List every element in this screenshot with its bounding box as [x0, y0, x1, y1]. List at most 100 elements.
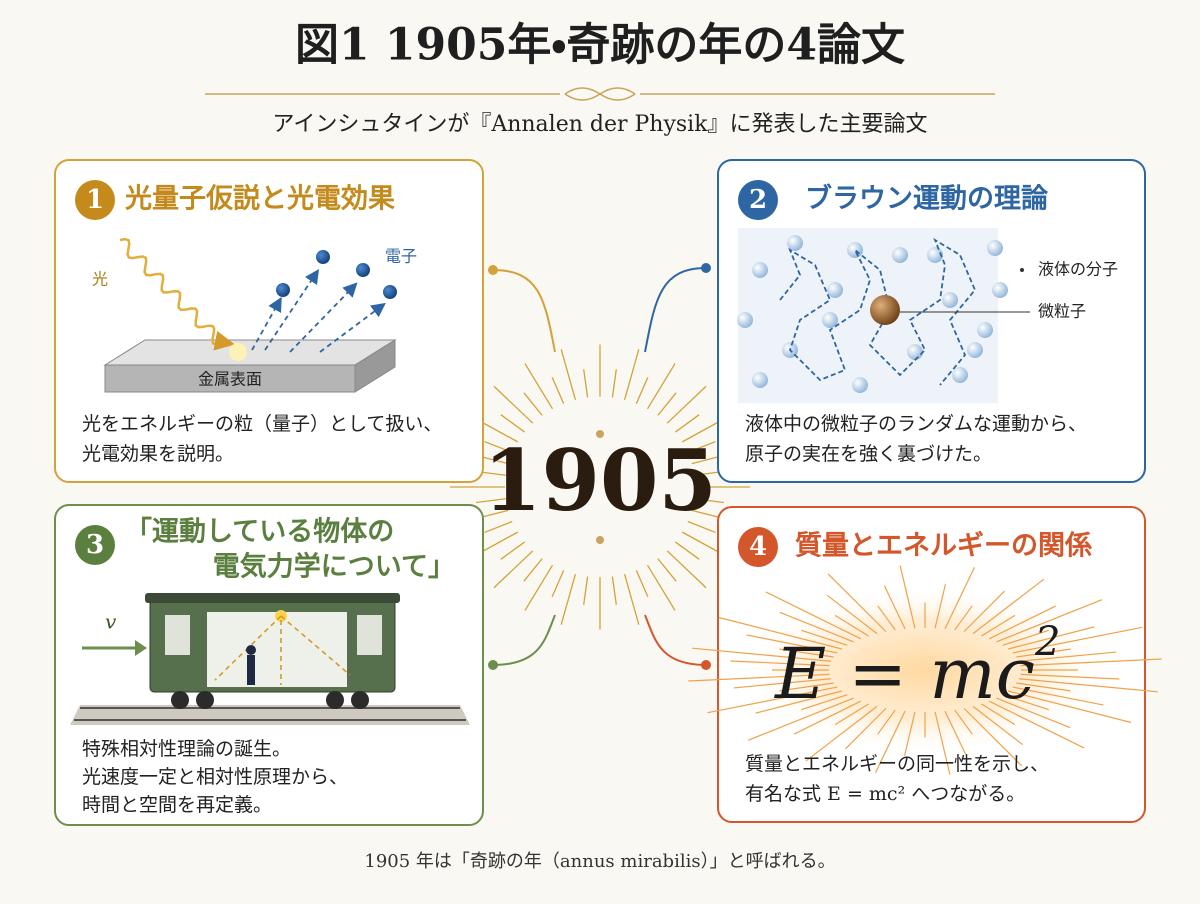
ray: [524, 363, 554, 410]
spike: [877, 709, 896, 735]
spike: [1020, 673, 1120, 680]
label: 金属表面: [198, 370, 262, 389]
spike: [934, 584, 947, 629]
spike: [944, 567, 976, 630]
molecule: [787, 235, 803, 251]
random-walk: [779, 237, 977, 386]
panel: [54, 159, 484, 483]
spike: [747, 697, 854, 741]
molecule: [822, 312, 838, 328]
spike: [1012, 686, 1104, 706]
ray: [484, 440, 513, 454]
spike: [707, 686, 838, 714]
ornament: [564, 87, 636, 101]
molecule: [967, 342, 983, 358]
spike: [801, 629, 848, 646]
molecule: [952, 367, 968, 383]
spike: [1018, 678, 1158, 693]
label: 液体の分子: [1038, 260, 1118, 279]
molecule: [992, 282, 1008, 298]
paper-number: 4: [749, 532, 767, 562]
paper-number: 1: [86, 185, 104, 215]
label: 光: [92, 270, 108, 289]
bullet: [1020, 268, 1024, 272]
spike: [779, 648, 834, 658]
spike: [805, 705, 878, 762]
spike: [988, 605, 1057, 640]
molecule: [752, 372, 768, 388]
paper-number: 3: [86, 530, 104, 560]
train-roof: [145, 593, 400, 603]
footer: 1905 年は「奇跡の年（annus mirabilis）」と呼ばれる。: [364, 851, 835, 872]
spike: [981, 703, 1016, 726]
molecules: [737, 235, 1008, 393]
spike: [834, 614, 869, 637]
description: 特殊相対性理論の誕生。: [82, 738, 291, 760]
ray: [623, 573, 640, 625]
connectors: [488, 263, 711, 670]
molecule: [927, 247, 943, 263]
observer-head: [246, 645, 256, 655]
ray: [687, 440, 716, 454]
spike: [972, 578, 1045, 635]
spike: [1018, 651, 1117, 662]
spike: [1002, 629, 1049, 646]
ray: [635, 570, 649, 597]
spike: [944, 710, 967, 755]
description: 光電効果を説明。: [82, 443, 234, 465]
molecule: [987, 240, 1003, 256]
spike: [1002, 694, 1049, 711]
ray: [687, 520, 716, 534]
wheels: [171, 691, 369, 709]
label: 電子: [385, 247, 417, 266]
spike: [746, 634, 838, 654]
paper-title: ブラウン運動の理論: [805, 183, 1048, 215]
spike: [972, 705, 1024, 746]
train-window: [207, 612, 347, 687]
electron: [356, 263, 370, 277]
spike: [899, 565, 916, 629]
spike: [688, 673, 830, 682]
description: 光をエネルギーの粒（量子）として扱い、: [82, 413, 442, 435]
burst: [740, 585, 1110, 755]
ray: [493, 550, 534, 589]
ray: [551, 377, 565, 404]
ray: [524, 564, 554, 611]
paper-title: 「運動している物体の: [125, 516, 394, 548]
spike: [996, 599, 1103, 643]
paper-number: 2: [749, 185, 767, 215]
number-badge: [738, 527, 778, 567]
ray: [583, 576, 589, 605]
spike: [692, 647, 832, 662]
subtitle: アインシュタインが『Annalen der Physik』に発表した主要論文: [272, 112, 927, 137]
ray: [523, 392, 543, 416]
spike: [934, 711, 951, 775]
label: v: [105, 610, 117, 634]
spike: [826, 594, 878, 635]
spike: [954, 709, 973, 735]
paper-title: 電気力学について」: [213, 551, 455, 583]
spike: [1007, 690, 1132, 724]
description: 質量とエネルギーの同一性を示し、: [745, 753, 1049, 775]
ray: [500, 414, 526, 433]
molecule: [892, 247, 908, 263]
paper-title: 光量子仮説と光電効果: [124, 184, 395, 215]
ray: [635, 377, 649, 404]
molecule: [907, 344, 923, 360]
center-year: 1905: [483, 431, 717, 530]
spike: [874, 710, 906, 773]
observer: [247, 655, 255, 685]
title: 図1 1905年・奇跡の年の4論文: [295, 20, 905, 71]
ray: [694, 498, 725, 504]
molecule: [752, 262, 768, 278]
molecule: [852, 377, 868, 393]
ray: [560, 573, 577, 625]
spike: [981, 614, 1016, 637]
ray: [674, 414, 700, 433]
spike: [1020, 658, 1162, 667]
ray: [674, 541, 700, 560]
ray: [583, 369, 589, 398]
spike: [963, 707, 1023, 767]
number-badge: [738, 180, 778, 220]
